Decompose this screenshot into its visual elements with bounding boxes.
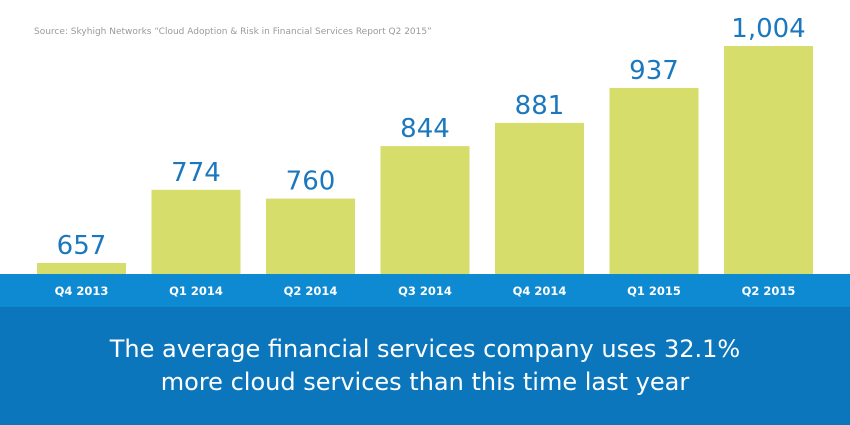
bar-q1-2015 (609, 87, 699, 277)
bar-q4-2014 (495, 122, 584, 277)
value-label: 760 (286, 167, 336, 197)
bar-q1-2014 (151, 189, 241, 276)
value-label: 657 (57, 231, 107, 261)
tick-label: Q1 2015 (627, 284, 681, 298)
value-label: 881 (515, 91, 565, 121)
tick-label: Q4 2013 (55, 284, 109, 298)
tick-label: Q3 2014 (398, 284, 452, 298)
axis-band (0, 274, 850, 307)
bar-q3-2014 (380, 146, 470, 276)
value-label: 937 (629, 56, 679, 86)
tick-label: Q4 2014 (513, 284, 567, 298)
value-label: 774 (171, 158, 221, 188)
caption-banner: The average financial services company u… (0, 307, 850, 425)
bar-q2-2014 (266, 198, 355, 276)
tick-label: Q1 2014 (169, 284, 223, 298)
tick-label: Q2 2014 (284, 284, 338, 298)
value-label: 1,004 (731, 14, 805, 44)
bar-q4-2013 (37, 263, 126, 276)
tick-label: Q2 2015 (742, 284, 796, 298)
value-label: 844 (400, 114, 450, 144)
bar-chart: 657 774 760 844 881 937 1,004 Q4 2013 Q1 2014 Q2… (0, 14, 850, 307)
caption-line-1: The average financial services company u… (109, 335, 741, 363)
bar-q2-2015 (724, 46, 813, 276)
caption-line-2: more cloud services than this time last … (160, 368, 690, 396)
caption-text: The average financial services company u… (110, 333, 740, 399)
source-note: Source: Skyhigh Networks “Cloud Adoption… (34, 27, 432, 37)
